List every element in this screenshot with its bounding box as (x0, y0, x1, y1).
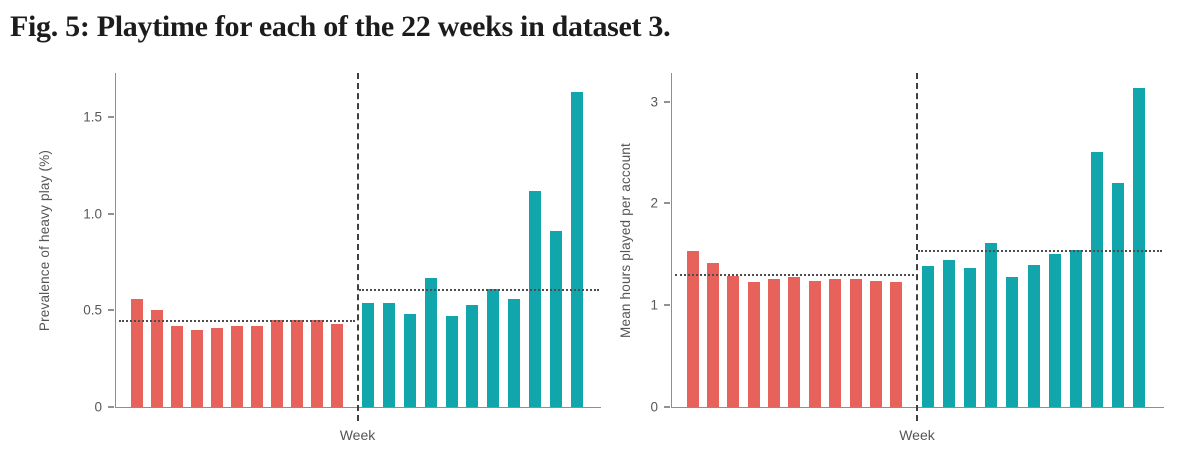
y-tick-mark (108, 116, 114, 119)
bar-week-7 (250, 325, 263, 407)
bar-week-13 (943, 260, 956, 407)
chart-prevalence-heavy-play: Prevalence of heavy play (%) 0 0.5 1.0 1.5 … (0, 60, 601, 459)
y-tick-label: 0.5 (83, 302, 102, 318)
bar-week-19 (508, 298, 521, 407)
bar-week-2 (150, 310, 163, 407)
bar-week-8 (270, 320, 283, 407)
bar-week-12 (921, 266, 934, 407)
x-axis-label: Week (339, 427, 376, 443)
y-tick-label: 1.5 (83, 109, 102, 125)
y-axis-label-container: Mean hours played per account (613, 73, 637, 407)
bar-week-19 (1069, 250, 1082, 407)
mean-guide-line-weeks-1-11 (118, 320, 355, 323)
period-separator-dashed-line (916, 73, 919, 421)
y-tick-mark (664, 202, 670, 205)
y-tick-label: 1 (650, 297, 658, 313)
mean-guide-line-weeks-12-22 (918, 250, 1163, 253)
y-tick-mark (664, 406, 670, 408)
y-axis-label: Prevalence of heavy play (%) (37, 149, 53, 331)
bar-week-22 (570, 92, 583, 407)
y-tick-label: 1.0 (83, 206, 102, 222)
bar-group-weeks-12-22 (362, 73, 583, 407)
y-tick-mark (108, 309, 114, 312)
figure-caption: Fig. 5: Playtime for each of the 22 week… (10, 10, 671, 43)
y-tick-label: 2 (650, 195, 658, 211)
y-tick-mark (664, 100, 670, 103)
bar-week-11 (330, 323, 343, 407)
y-tick-label: 0 (650, 399, 658, 415)
y-axis-label: Mean hours played per account (617, 142, 633, 338)
bar-week-20 (1090, 152, 1103, 407)
bar-week-4 (190, 329, 203, 407)
y-axis-label-container: Prevalence of heavy play (%) (33, 73, 57, 407)
bar-week-4 (747, 281, 760, 407)
bar-week-14 (964, 267, 977, 407)
bar-week-15 (424, 277, 437, 407)
bar-week-7 (808, 280, 821, 407)
y-tick-mark (108, 406, 114, 408)
mean-guide-line-weeks-1-11 (674, 273, 915, 276)
bar-group-weeks-1-11 (686, 73, 903, 407)
bar-week-11 (890, 281, 903, 407)
period-separator-dashed-line (356, 73, 359, 421)
y-tick-label: 0 (94, 399, 102, 415)
bar-week-17 (1027, 265, 1040, 407)
y-tick-label: 3 (650, 94, 658, 110)
plot-area: 0 1 2 3 (650, 73, 1164, 421)
bar-week-5 (210, 327, 223, 407)
bar-week-8 (829, 278, 842, 407)
bar-week-10 (310, 320, 323, 407)
bar-week-21 (1112, 182, 1125, 407)
bar-week-12 (362, 302, 375, 407)
bar-week-18 (1048, 254, 1061, 407)
chart-mean-hours-played: Mean hours played per account 0 1 2 3 Week (600, 60, 1200, 459)
bar-week-3 (727, 275, 740, 407)
bar-week-16 (1006, 276, 1019, 407)
bar-week-5 (768, 278, 781, 407)
bar-week-3 (170, 325, 183, 407)
x-axis-label: Week (899, 427, 935, 443)
y-tick-mark (108, 212, 114, 215)
bar-group-weeks-12-22 (921, 73, 1146, 407)
y-tick-mark (664, 304, 670, 307)
bar-week-20 (528, 190, 541, 407)
bar-week-2 (707, 263, 720, 407)
bar-group-weeks-1-11 (130, 73, 343, 407)
bar-week-15 (985, 243, 998, 407)
plot-area: 0 0.5 1.0 1.5 (83, 73, 601, 421)
bar-week-1 (686, 251, 699, 407)
bar-week-13 (383, 302, 396, 407)
bar-week-10 (869, 280, 882, 407)
bar-week-14 (404, 314, 416, 407)
bar-week-1 (130, 298, 143, 407)
bar-week-6 (788, 276, 801, 407)
bar-week-18 (487, 289, 500, 407)
bar-week-9 (290, 320, 303, 407)
bar-week-22 (1133, 88, 1146, 407)
bar-week-6 (230, 325, 243, 407)
bar-week-16 (445, 316, 458, 407)
mean-guide-line-weeks-12-22 (358, 289, 600, 292)
bar-week-21 (549, 231, 562, 407)
bar-week-17 (466, 304, 479, 407)
bar-week-9 (849, 278, 862, 407)
